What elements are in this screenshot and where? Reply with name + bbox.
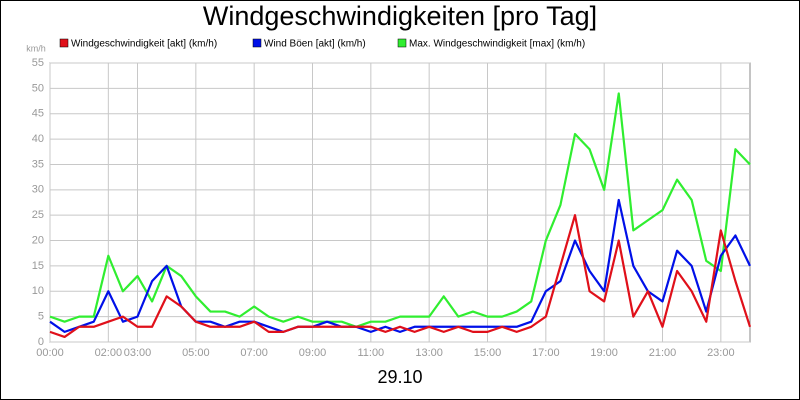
x-tick-label: 11:00 bbox=[357, 347, 384, 359]
y-tick-label: 25 bbox=[32, 209, 44, 221]
x-axis-label: 29.10 bbox=[377, 367, 422, 387]
x-tick-label: 05:00 bbox=[182, 347, 210, 359]
legend-swatch bbox=[397, 38, 407, 48]
plot-area: 0 5 10 15 20 25 30 35 40 45 50 55 00:00 02:00 03:00 05:… bbox=[32, 57, 752, 359]
y-tick-label: 30 bbox=[32, 184, 44, 196]
y-tick-label: 55 bbox=[32, 57, 44, 69]
y-tick-label: 45 bbox=[32, 108, 44, 120]
y-tick-label: 10 bbox=[32, 285, 44, 297]
x-tick-label: 23:00 bbox=[707, 347, 735, 359]
plot-background bbox=[49, 62, 751, 343]
y-tick-label: 40 bbox=[32, 133, 44, 145]
x-tick-label: 02:00 bbox=[95, 347, 123, 359]
x-tick-label: 00:00 bbox=[36, 347, 64, 359]
x-tick-label: 09:00 bbox=[299, 347, 327, 359]
y-tick-label: 0 bbox=[38, 336, 44, 348]
x-tick-label: 03:00 bbox=[124, 347, 152, 359]
legend-label: Wind Böen [akt] (km/h) bbox=[264, 39, 366, 50]
y-axis-label: km/h bbox=[26, 43, 46, 53]
y-tick-label: 20 bbox=[32, 234, 44, 246]
y-tick-label: 50 bbox=[32, 82, 44, 94]
x-tick-label: 07:00 bbox=[240, 347, 268, 359]
legend: Windgeschwindigkeit [akt] (km/h) Wind Böe… bbox=[59, 38, 585, 50]
chart-title: Windgeschwindigkeiten [pro Tag] bbox=[203, 1, 597, 31]
legend-swatch bbox=[59, 38, 69, 48]
legend-label: Windgeschwindigkeit [akt] (km/h) bbox=[71, 39, 217, 50]
x-tick-label: 19:00 bbox=[590, 347, 618, 359]
legend-label: Max. Windgeschwindigkeit [max] (km/h) bbox=[409, 39, 585, 50]
x-tick-label: 17:00 bbox=[532, 347, 560, 359]
x-tick-label: 13:00 bbox=[415, 347, 443, 359]
x-tick-label: 15:00 bbox=[474, 347, 502, 359]
y-tick-label: 35 bbox=[32, 158, 44, 170]
x-tick-label: 21:00 bbox=[649, 347, 677, 359]
series-line bbox=[49, 214, 752, 339]
y-tick-label: 15 bbox=[32, 260, 44, 272]
y-tick-label: 5 bbox=[38, 311, 44, 323]
legend-swatch bbox=[252, 38, 262, 48]
series-line bbox=[49, 198, 751, 333]
